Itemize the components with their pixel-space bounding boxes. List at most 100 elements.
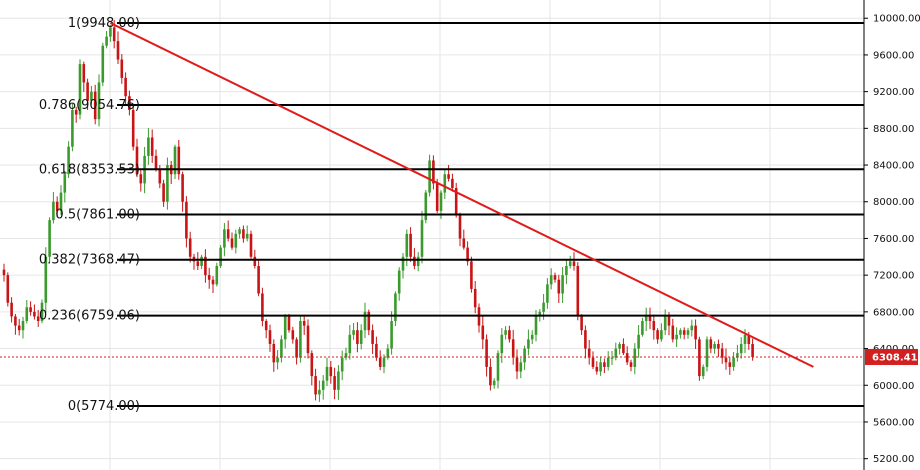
candle-body [432,160,435,184]
candle-body [527,339,530,349]
candle [644,307,648,332]
candle [690,319,694,337]
candle-body [173,146,177,175]
candle-body [496,353,500,381]
candle [116,31,120,65]
candle-body [261,293,264,322]
candle [736,344,739,362]
candle [17,318,21,336]
candle-body [743,334,747,344]
candle [321,375,325,400]
candle-body [637,334,640,349]
candle-body [660,330,663,340]
candle [701,364,705,380]
candle [226,220,230,242]
y-tick-label: 5600.00 [873,417,914,428]
candle [337,365,340,400]
candle [264,319,268,339]
candle [660,323,663,342]
candle [546,278,549,309]
candle-body [302,321,306,326]
fib-level: 0.786(9054.76) [39,98,864,113]
candle [477,303,481,333]
candle-body [500,334,504,354]
candle-body [337,371,340,390]
candle [694,319,697,350]
candle [424,190,428,224]
candle [466,241,469,266]
candle [572,252,576,271]
candle-body [207,275,211,280]
candle-body [470,261,473,289]
candle-body [375,343,378,358]
candle-body [219,247,222,266]
candle-body [253,256,257,266]
candle-body [565,265,568,276]
candle-body [485,339,488,367]
candle [732,352,735,371]
candle [44,247,48,313]
candle-body [534,316,538,335]
fibonacci-levels: 1(9948.00) 0.786(9054.76) 0.618(8353.53) 0.… [39,16,864,414]
candle-body [131,109,135,147]
candle-body [359,330,363,344]
candle [656,328,659,344]
candle [234,229,238,254]
candle [584,325,587,359]
y-tick-label: 8400.00 [873,161,914,172]
candle-body [310,353,314,377]
candle-body [181,174,184,202]
candle [432,155,435,190]
trendline [109,22,814,368]
candle-body [249,233,253,257]
fib-level: 0.5(7861.00) [55,208,864,223]
candle [131,105,135,151]
candle [359,324,363,350]
candle [29,301,32,316]
candle-body [93,91,97,120]
candle-body [196,261,200,266]
candle [344,347,348,361]
candle [470,256,473,293]
candle [283,313,287,349]
candle-body [732,357,735,367]
candle [280,335,283,363]
candle [473,281,477,314]
fib-label: 0.618(8353.53) [39,162,140,177]
candle [67,141,70,178]
candle [401,253,405,279]
candle [363,302,367,339]
candle-body [504,330,507,335]
candle [204,249,207,283]
candle [523,345,526,371]
candle [508,325,511,343]
candle-body [679,330,682,335]
candle [492,378,496,389]
candle-body [268,330,272,344]
candle [553,272,557,283]
candle [629,359,633,372]
candle [306,319,310,359]
candle-body [162,183,165,202]
candle-body [603,362,606,367]
candle-body [557,279,561,294]
candle-body [154,155,158,170]
candle [390,311,393,355]
candle-body [580,316,583,331]
candle [587,339,591,365]
candle [325,357,329,386]
candle-body [71,109,74,147]
candle-body [413,256,416,266]
candle [622,338,625,356]
candle-body [90,91,93,101]
candle [568,255,572,269]
candle [663,309,667,336]
candle-body [553,275,557,280]
candle-body [356,330,359,344]
candle [177,140,181,180]
candle-body [466,247,469,262]
candle [215,262,219,287]
candle-body [363,311,367,331]
